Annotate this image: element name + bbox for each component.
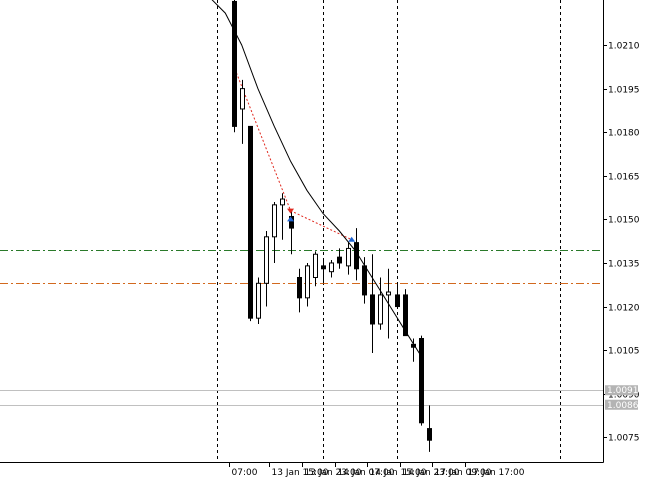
time-tick-label: 14 Jan 15:00 — [370, 468, 427, 478]
candle-body-bear — [232, 0, 237, 127]
candle-body-bear — [297, 276, 302, 299]
time-tick-label: 13 Jan 15:00 — [272, 468, 329, 478]
price-badge — [605, 385, 638, 396]
buy-arrow-icon[interactable] — [348, 236, 356, 242]
price-tick-label: 1.0210 — [608, 42, 640, 52]
price-badges: 1.0091 1.0086 — [605, 385, 639, 411]
candle[interactable] — [362, 257, 367, 304]
horizontal-levels — [0, 250, 603, 406]
session-separators — [217, 0, 561, 462]
price-tick-label: 1.0120 — [608, 304, 640, 314]
candle[interactable] — [403, 289, 408, 337]
moving-average-line — [211, 0, 422, 357]
candle[interactable] — [280, 193, 285, 240]
candle-body-bear — [321, 265, 326, 270]
candle[interactable] — [337, 248, 342, 269]
price-tick-label: 1.0075 — [608, 434, 640, 444]
candle-body-bull — [346, 247, 351, 267]
price-badge-label: 1.0086 — [607, 401, 639, 411]
price-tick-label: 1.0165 — [608, 173, 640, 183]
candle[interactable] — [305, 262, 310, 307]
candle[interactable] — [419, 335, 424, 426]
candle-body-bull — [378, 294, 383, 325]
price-tick-label: 1.0135 — [608, 260, 640, 270]
time-tick-label: 07:00 — [232, 468, 258, 478]
candle[interactable] — [321, 260, 326, 284]
candle[interactable] — [427, 405, 432, 452]
time-tick-label: 14 Jan 23:00 — [403, 468, 460, 478]
candle-body-bull — [240, 88, 245, 110]
candle[interactable] — [256, 277, 261, 324]
candle[interactable] — [313, 251, 318, 287]
candle-body-bear — [419, 338, 424, 424]
candle[interactable] — [329, 260, 334, 278]
candle-body-bear — [337, 256, 342, 264]
price-tick-label: 1.0180 — [608, 129, 640, 139]
candle[interactable] — [297, 268, 302, 313]
price-tick-label: 1.0105 — [608, 347, 640, 357]
candle[interactable] — [395, 283, 400, 308]
candle-body-bear — [289, 215, 294, 229]
candles-layer — [232, 0, 432, 452]
price-tick-label: 1.0150 — [608, 216, 640, 226]
price-axis[interactable]: 1.0210 1.0195 1.0180 1.0165 1.0150 1.0135 1.01… — [603, 42, 640, 444]
candle-body-bull — [264, 236, 269, 284]
moving-average-layer — [211, 0, 422, 357]
price-badge-label: 1.0091 — [607, 386, 639, 396]
time-tick-label: 13 Jan 23:00 — [305, 468, 362, 478]
time-tick-label: 17 Jan 09:00 — [435, 468, 492, 478]
candle[interactable] — [272, 201, 277, 263]
candle-body-bull — [386, 291, 391, 296]
candle[interactable] — [232, 0, 237, 133]
candle-body-bear — [362, 265, 367, 296]
time-tick-label: 14 Jan 07:00 — [338, 468, 395, 478]
candle-body-bull — [272, 204, 277, 238]
candle[interactable] — [378, 277, 383, 330]
candle[interactable] — [248, 125, 253, 322]
candle[interactable] — [240, 79, 245, 144]
trade-markers-layer — [287, 208, 356, 242]
candle-body-bear — [354, 242, 359, 270]
candle-body-bull — [280, 198, 285, 206]
price-tick-label: 1.0090 — [608, 391, 640, 401]
candle[interactable] — [346, 242, 351, 275]
axes-frame — [0, 0, 604, 463]
candle[interactable] — [370, 254, 375, 354]
candle-body-bear — [395, 294, 400, 308]
candle-body-bear — [248, 125, 253, 319]
time-tick-label: 17 Jan 17:00 — [468, 468, 525, 478]
candle-body-bull — [329, 262, 334, 273]
candle-body-bear — [370, 294, 375, 325]
sell-arrow-icon[interactable] — [287, 208, 295, 214]
price-badge — [605, 399, 638, 410]
candle-body-bear — [427, 428, 432, 441]
candle-body-bull — [305, 265, 310, 299]
candle[interactable] — [264, 231, 269, 307]
candle-body-bear — [403, 294, 408, 337]
buy-arrow-icon[interactable] — [287, 216, 295, 222]
candle-body-bull — [313, 253, 318, 278]
price-tick-label: 1.0195 — [608, 86, 640, 96]
candle-body-bull — [256, 282, 261, 319]
